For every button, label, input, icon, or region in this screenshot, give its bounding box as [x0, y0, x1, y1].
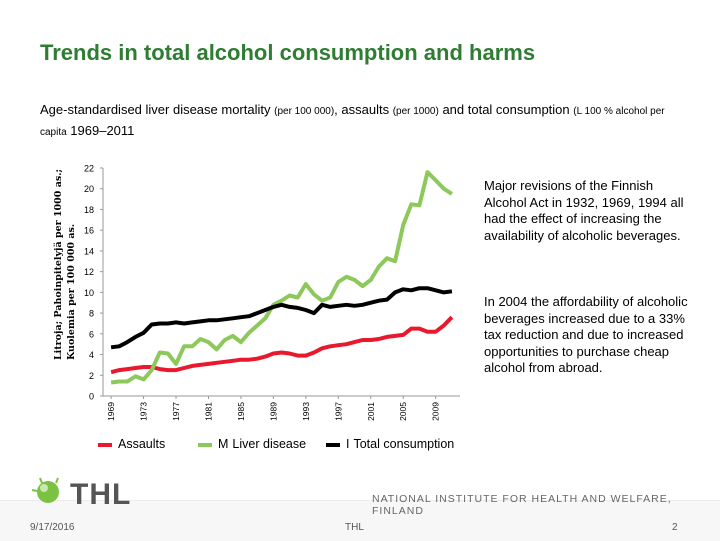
y-tick-label: 6	[89, 329, 94, 339]
y-tick-label: 8	[89, 309, 94, 319]
thl-logo-icon	[31, 477, 59, 503]
institute-name: NATIONAL INSTITUTE FOR HEALTH AND WELFAR…	[372, 493, 672, 517]
legend-label-liver: Liver disease	[232, 437, 307, 451]
y-tick-label: 0	[89, 392, 94, 402]
legend-prefix-liver: M	[218, 437, 229, 451]
thl-logo-text: THL	[70, 478, 132, 511]
legend-consumption: I Total consumption	[326, 437, 454, 451]
y-tick-label: 14	[84, 246, 94, 256]
subtitle-part-5: and total consumption	[438, 102, 574, 117]
legend-assaults: Assaults	[98, 437, 165, 451]
subtitle-part-6: (L 100 % alcohol per capita	[40, 106, 665, 138]
legend-label-assaults: Assaults	[118, 437, 166, 451]
x-tick-label: 1997	[333, 402, 343, 421]
slide-title: Trends in total alcohol consumption and …	[40, 40, 536, 65]
y-axis-label-line-2: Kuolemia per 100 000 as.	[66, 223, 77, 360]
legend-swatch-consumption	[326, 442, 340, 447]
subtitle-part-4: (per 1000)	[392, 106, 439, 117]
liver-disease-line	[110, 170, 453, 385]
x-tick-label: 1973	[139, 402, 149, 421]
y-tick-label: 22	[84, 164, 94, 174]
assaults-line	[110, 315, 454, 375]
chart-subtitle: Age-standardised liver disease mortality…	[40, 100, 680, 142]
footer-date: 9/17/2016	[30, 522, 75, 533]
footer-label: THL	[345, 522, 364, 533]
annotation-tax-reduction: In 2004 the affordability of alcoholic b…	[484, 294, 688, 375]
y-tick-label: 16	[84, 226, 94, 236]
y-tick-label: 18	[84, 205, 94, 215]
annotation-alcohol-act: Major revisions of the Finnish Alcohol A…	[484, 178, 684, 243]
x-tick-label: 1985	[236, 402, 246, 421]
subtitle-part-1: Age-standardised liver disease mortality	[40, 102, 275, 117]
y-tick-label: 10	[84, 288, 94, 298]
x-tick-label: 1993	[301, 402, 311, 421]
x-tick-label: 2005	[398, 402, 408, 421]
y-axis-label-line-1: Litroja; Pahoinpitelyjä per 1000 as.;	[53, 168, 64, 360]
line-chart: 0 2 4 6 8 10 12 14 16 18 20 22 1969 1973 1977 1981 1985…	[84, 164, 460, 421]
y-axis-label: Litroja; Pahoinpitelyjä per 1000 as.; Ku…	[52, 168, 132, 360]
y-tick-label: 12	[84, 267, 94, 277]
legend-swatch-assaults	[98, 442, 112, 447]
x-tick-label: 1981	[203, 402, 213, 421]
legend-label-consumption: Total consumption	[353, 437, 455, 451]
subtitle-part-2: (per 100 000)	[274, 106, 335, 117]
page-number: 2	[672, 522, 678, 533]
y-tick-label: 4	[89, 350, 94, 360]
subtitle-part-7: 1969–2011	[66, 123, 135, 138]
total-consumption-line	[110, 286, 453, 350]
x-tick-label: 2009	[431, 402, 441, 421]
y-tick-label: 20	[84, 184, 94, 194]
subtitle-part-3: , assaults	[334, 102, 393, 117]
legend-swatch-liver	[198, 442, 212, 447]
legend-liver: M Liver disease	[198, 437, 306, 451]
y-tick-label: 2	[89, 371, 94, 381]
x-tick-label: 1989	[268, 402, 278, 421]
footer-bar	[0, 500, 720, 541]
x-tick-label: 1977	[171, 402, 181, 421]
x-tick-label: 1969	[106, 402, 116, 421]
legend-prefix-consumption: I	[346, 437, 350, 451]
x-tick-label: 2001	[366, 402, 376, 421]
